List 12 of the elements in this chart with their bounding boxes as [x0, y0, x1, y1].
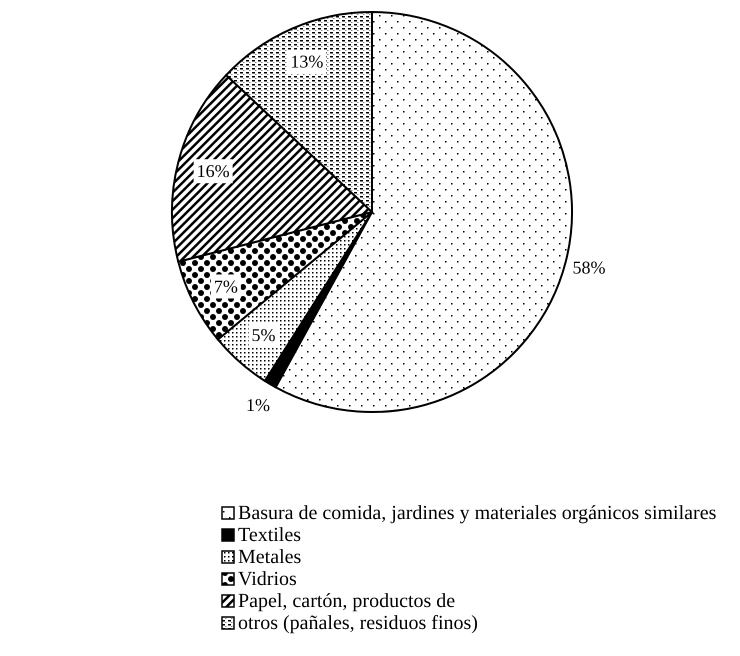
- data-label: 7%: [214, 276, 238, 296]
- legend-label: Papel, cartón, productos de: [238, 590, 456, 612]
- legend-label: Metales: [238, 546, 302, 568]
- legend-label: otros (pañales, residuos finos): [238, 612, 478, 634]
- data-label: 16%: [196, 161, 230, 182]
- legend-label: Vidrios: [238, 568, 298, 590]
- data-label: 1%: [246, 394, 270, 415]
- data-label: 5%: [252, 325, 276, 346]
- data-label: 58%: [572, 258, 606, 278]
- legend-label: Basura de comida, jardines y materiales orgánicos similares: [238, 502, 717, 524]
- data-label: 13%: [290, 51, 324, 72]
- legend-label: Textiles: [238, 524, 302, 546]
